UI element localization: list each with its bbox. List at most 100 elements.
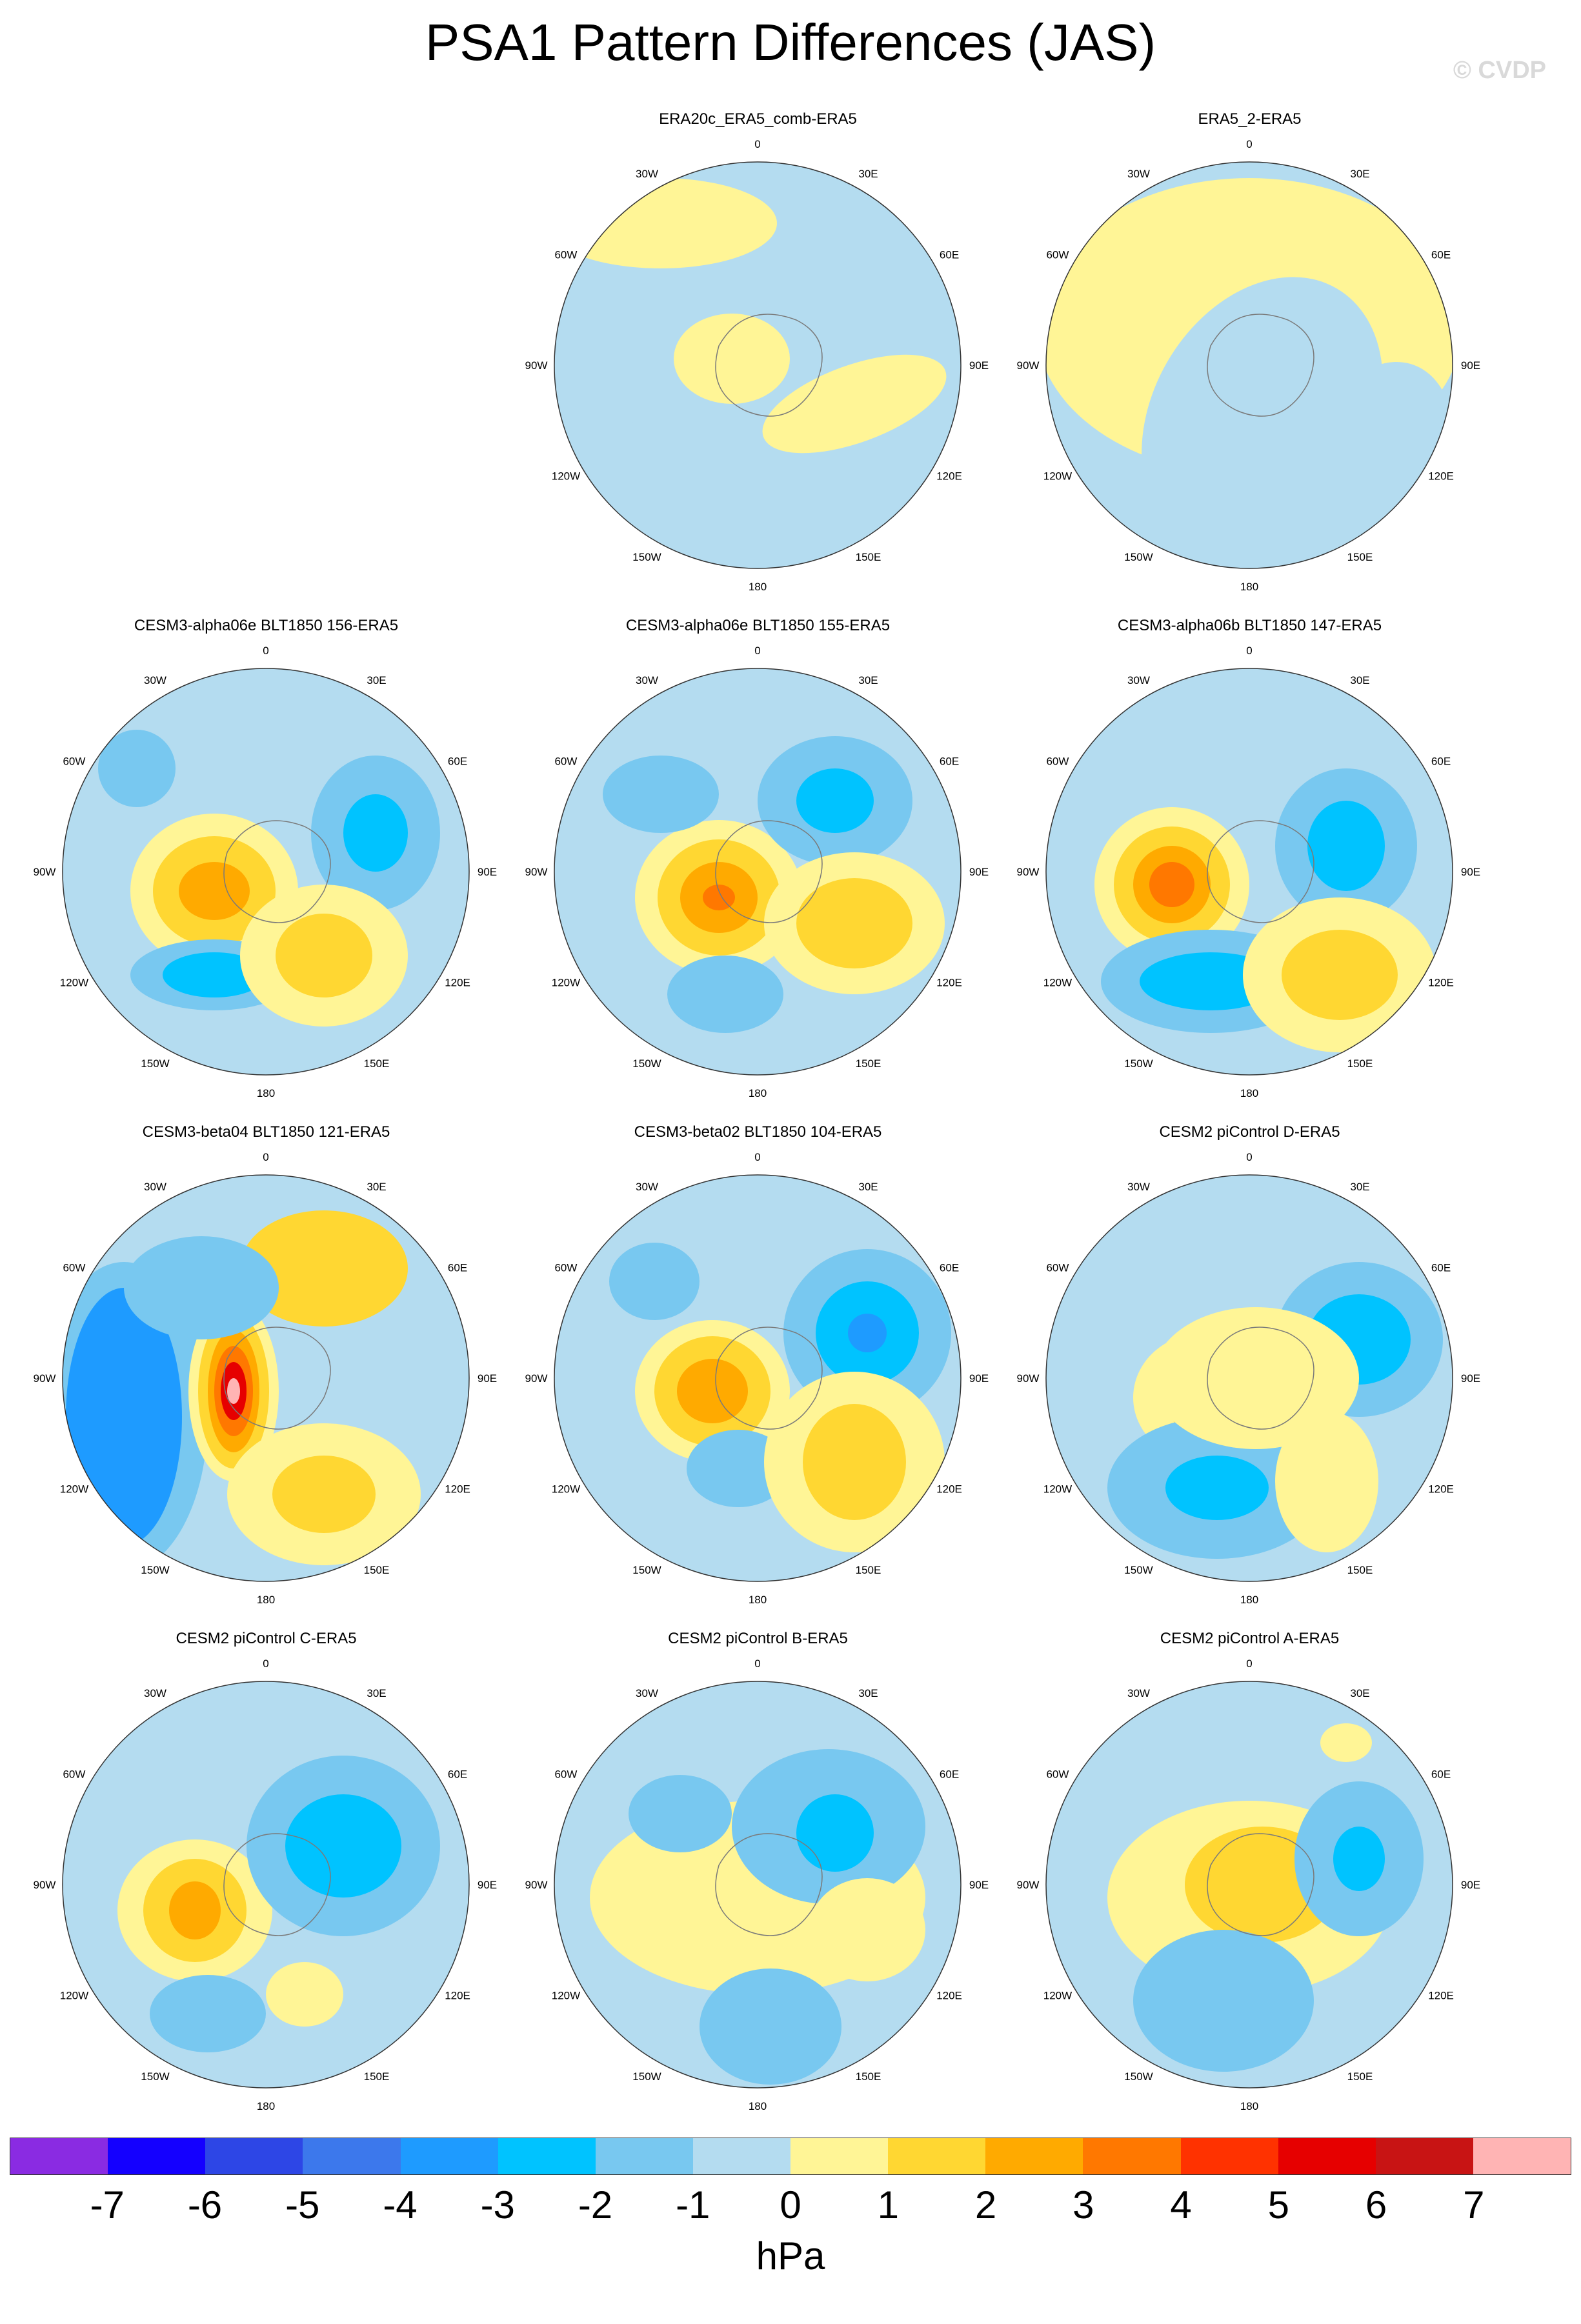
anomaly-contour [124, 1236, 279, 1339]
anomaly-contour [687, 1430, 790, 1507]
longitude-label: 120E [1428, 1990, 1454, 2002]
longitude-label: 120W [1043, 1483, 1072, 1496]
longitude-label: 90E [969, 1372, 989, 1385]
coastline [715, 1327, 823, 1430]
longitude-label: 0 [754, 645, 760, 657]
map-panel: CESM3-beta04 BLT1850 121-ERA5 0 30E 60E 90E 1… [32, 1123, 500, 1616]
anomaly-contour [603, 756, 719, 833]
colorbar-swatch [1083, 2138, 1181, 2174]
longitude-label: 60E [940, 756, 959, 768]
anomaly-contour [150, 1975, 266, 2052]
longitude-label: 30W [144, 1687, 166, 1699]
longitude-label: 30W [144, 1181, 166, 1193]
longitude-label: 150W [632, 1564, 661, 1576]
longitude-label: 60W [1046, 249, 1069, 261]
polar-map: 0 30E 60E 90E 120E 150E 180 150W 120W 90W 60W 30W [34, 1658, 498, 2112]
colorbar-tick: -3 [480, 2183, 515, 2227]
anomaly-contour [1333, 1827, 1385, 1891]
longitude-label: 0 [263, 1658, 268, 1670]
longitude-label: 150W [141, 1057, 169, 1070]
anomaly-contour [163, 952, 266, 997]
longitude-label: 30W [1127, 168, 1150, 180]
longitude-label: 90E [1461, 866, 1480, 878]
polar-map: 0 30E 60E 90E 120E 150E 180 150W 120W 90W 60W 30W [1017, 1151, 1481, 1606]
anomaly-contour [677, 1359, 748, 1423]
anomaly-contour [227, 1378, 240, 1404]
longitude-label: 150E [856, 551, 881, 563]
anomaly-contour [667, 956, 783, 1033]
longitude-label: 120E [1428, 977, 1454, 989]
longitude-label: 120E [936, 1483, 962, 1496]
longitude-label: 30W [636, 1687, 658, 1699]
longitude-label: 150E [1347, 1057, 1373, 1070]
longitude-label: 30W [1127, 674, 1150, 686]
anomaly-contour [1307, 801, 1385, 891]
longitude-label: 120W [1043, 977, 1072, 989]
anomaly-contour [1165, 1456, 1269, 1520]
longitude-label: 30E [1350, 1687, 1369, 1699]
longitude-label: 60E [1431, 249, 1451, 261]
longitude-label: 180 [1240, 1087, 1258, 1099]
coastline [1207, 1327, 1314, 1430]
colorbar-tick: 5 [1267, 2183, 1289, 2227]
longitude-label: 90E [969, 1879, 989, 1891]
longitude-label: 90E [1461, 1879, 1480, 1891]
longitude-label: 90W [34, 1372, 56, 1385]
longitude-label: 120E [936, 1990, 962, 2002]
longitude-label: 60W [1046, 1262, 1069, 1274]
anomaly-contour [609, 1243, 700, 1320]
longitude-label: 180 [257, 1594, 275, 1606]
longitude-label: 0 [754, 1151, 760, 1163]
longitude-label: 90W [525, 866, 548, 878]
longitude-label: 30E [1350, 1181, 1369, 1193]
panel-title: CESM2 piControl B-ERA5 [668, 1630, 848, 1647]
longitude-label: 60W [63, 1768, 85, 1781]
map-panel: ERA5_2-ERA5 0 30E 60E 90E 120E 150E 180 150W 120W… [1016, 110, 1484, 603]
longitude-label: 150W [1124, 2070, 1153, 2083]
coastline [1207, 314, 1314, 417]
colorbar-tick: 4 [1170, 2183, 1192, 2227]
coastline [715, 820, 823, 923]
anomaly-contour [1153, 1307, 1359, 1449]
coastline [223, 1833, 331, 1936]
anomaly-contour [762, 354, 947, 454]
anomaly-contour [1133, 1930, 1314, 2072]
longitude-label: 180 [1240, 581, 1258, 593]
longitude-label: 90W [34, 1879, 56, 1891]
colorbar-tick: -4 [383, 2183, 418, 2227]
longitude-label: 30E [367, 1687, 386, 1699]
longitude-label: 0 [1246, 1658, 1252, 1670]
longitude-label: 120E [1428, 1483, 1454, 1496]
longitude-label: 150W [632, 551, 661, 563]
longitude-label: 120W [1043, 1990, 1072, 2002]
longitude-label: 60E [1431, 1262, 1451, 1274]
colorbar-tick-labels: -7 -6 -5 -4 -3 -2 -1 0 1 2 3 4 5 6 7 [0, 2183, 1581, 2228]
anomaly-contour [796, 1794, 874, 1872]
longitude-label: 120W [552, 977, 580, 989]
coastline [715, 314, 823, 417]
longitude-label: 150W [1124, 1564, 1153, 1576]
longitude-label: 30E [858, 1687, 878, 1699]
longitude-label: 60E [940, 249, 959, 261]
colorbar-tick: 2 [974, 2183, 997, 2227]
map-boundary [62, 1681, 470, 2089]
polar-map: 0 30E 60E 90E 120E 150E 180 150W 120W 90W 60W 30W [1017, 1658, 1481, 2112]
longitude-label: 30W [636, 674, 658, 686]
colorbar-swatch [1180, 2138, 1278, 2174]
anomaly-contour [700, 1968, 841, 2085]
anomaly-contour [796, 878, 912, 968]
longitude-label: 150E [856, 1564, 881, 1576]
polar-map: 0 30E 60E 90E 120E 150E 180 150W 120W 90W 60W 30W [525, 1658, 989, 2112]
longitude-label: 30W [1127, 1181, 1150, 1193]
longitude-label: 90W [34, 866, 56, 878]
longitude-label: 180 [1240, 2100, 1258, 2112]
polar-map: 0 30E 60E 90E 120E 150E 180 150W 120W 90W 60W 30W [34, 1151, 498, 1606]
colorbar-tick: -1 [676, 2183, 710, 2227]
panel-title: ERA20c_ERA5_comb-ERA5 [659, 110, 857, 128]
anomaly-contour [343, 794, 408, 872]
longitude-label: 60E [448, 756, 467, 768]
longitude-label: 150E [856, 1057, 881, 1070]
anomaly-contour [796, 768, 874, 833]
longitude-label: 90W [525, 359, 548, 372]
longitude-label: 60W [554, 249, 577, 261]
